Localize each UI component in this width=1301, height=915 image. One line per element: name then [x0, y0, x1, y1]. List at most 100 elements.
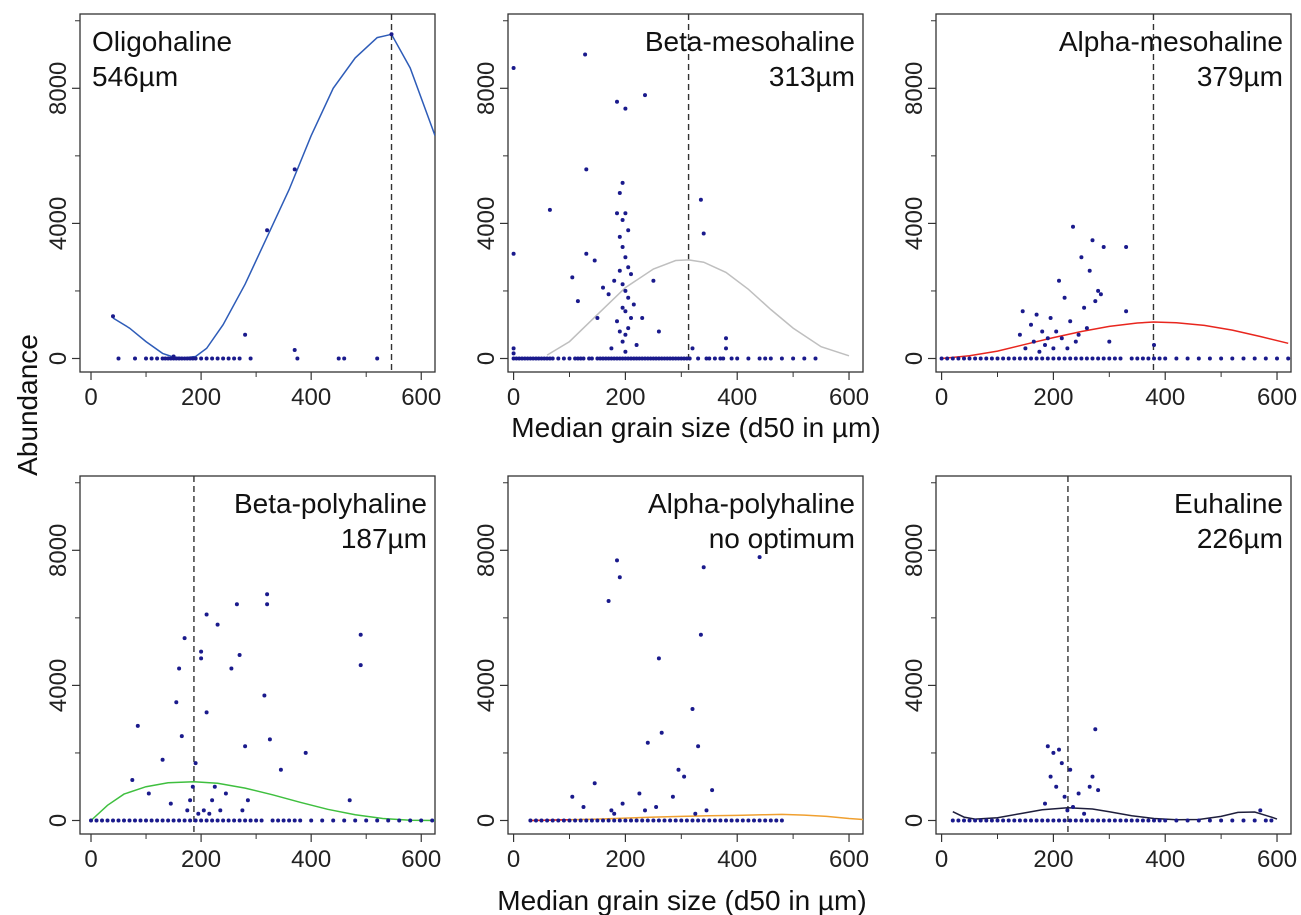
data-point	[1062, 356, 1067, 361]
data-point	[144, 818, 148, 823]
data-point	[1093, 727, 1098, 732]
data-point	[210, 798, 215, 803]
data-point	[89, 818, 93, 823]
x-tick-label: 200	[181, 384, 221, 411]
data-point	[1062, 794, 1067, 799]
data-point	[684, 356, 689, 361]
data-point	[620, 180, 625, 185]
data-point	[712, 818, 717, 823]
data-point	[232, 356, 237, 361]
data-point	[583, 52, 588, 57]
data-point	[670, 356, 675, 361]
data-point	[1054, 329, 1059, 334]
data-point	[1196, 818, 1201, 823]
data-point	[146, 791, 151, 796]
data-point	[774, 818, 779, 823]
data-point	[364, 818, 369, 823]
data-point	[254, 818, 259, 823]
data-point	[1185, 818, 1190, 823]
data-point	[623, 309, 628, 314]
data-point	[1059, 336, 1064, 341]
data-point	[1071, 805, 1075, 809]
data-point	[1241, 818, 1246, 823]
panel-title: Beta-polyhaline	[234, 488, 427, 519]
data-point	[673, 356, 678, 361]
x-tick-label: 400	[717, 846, 757, 873]
data-point	[629, 356, 633, 361]
data-point	[1062, 818, 1067, 823]
data-point	[1112, 818, 1117, 823]
data-point	[768, 818, 773, 823]
data-point	[174, 700, 179, 705]
data-point	[615, 211, 619, 216]
data-point	[342, 818, 347, 823]
data-point	[601, 356, 605, 361]
data-point	[662, 356, 667, 361]
data-point	[199, 649, 204, 654]
data-point	[295, 356, 300, 361]
data-point	[116, 818, 121, 823]
x-tick-label: 0	[935, 384, 948, 411]
data-point	[721, 356, 726, 361]
data-point	[1163, 818, 1168, 823]
data-point	[740, 818, 745, 823]
data-point	[237, 356, 242, 361]
data-point	[561, 356, 566, 361]
panel-title: Alpha-mesohaline	[1059, 26, 1283, 57]
data-point	[592, 258, 597, 263]
data-point	[768, 356, 773, 361]
data-point	[581, 805, 586, 809]
data-point	[1051, 818, 1056, 823]
data-point	[1012, 818, 1017, 823]
data-point	[729, 356, 734, 361]
data-point	[617, 575, 622, 580]
data-point	[617, 818, 622, 823]
data-point	[656, 818, 661, 823]
data-point	[130, 778, 135, 782]
data-point	[177, 666, 182, 671]
data-point	[1057, 356, 1061, 361]
data-point	[956, 356, 961, 361]
data-point	[1207, 818, 1212, 823]
data-point	[615, 319, 619, 324]
data-point	[570, 794, 575, 799]
panel-4: 0 4000 8000 0 200 400 600 Beta-polyhaline 187µm	[45, 475, 441, 873]
data-point	[939, 356, 944, 361]
data-point	[528, 356, 533, 361]
data-point	[1023, 356, 1028, 361]
x-axis-title-bottom: Median grain size (d50 in µm)	[497, 885, 866, 915]
data-point	[757, 356, 762, 361]
data-point	[978, 818, 983, 823]
data-point	[746, 818, 751, 823]
data-point	[1017, 818, 1022, 823]
data-point	[578, 818, 583, 823]
data-point	[573, 818, 578, 823]
data-point	[620, 801, 625, 806]
data-point	[651, 818, 656, 823]
data-point	[995, 356, 1000, 361]
data-point	[606, 599, 611, 603]
data-point	[682, 774, 687, 779]
data-point	[665, 356, 670, 361]
data-point	[617, 191, 622, 195]
data-point	[1023, 346, 1028, 351]
data-point	[1045, 336, 1050, 341]
data-point	[1029, 356, 1033, 361]
data-point	[1129, 356, 1134, 361]
data-point	[984, 818, 989, 823]
data-point	[545, 818, 550, 823]
plot-area	[111, 14, 435, 372]
data-point	[1031, 339, 1036, 344]
data-point	[1146, 356, 1151, 361]
y-tick-label: 8000	[45, 524, 72, 577]
data-point	[397, 818, 402, 823]
data-point	[1135, 818, 1140, 823]
data-point	[1034, 356, 1039, 361]
x-axis-title-top: Median grain size (d50 in µm)	[511, 412, 880, 443]
data-point	[724, 346, 728, 351]
data-point	[595, 316, 600, 320]
data-point	[626, 326, 631, 331]
data-point	[1051, 750, 1056, 755]
data-point	[637, 356, 642, 361]
data-point	[1079, 255, 1084, 260]
